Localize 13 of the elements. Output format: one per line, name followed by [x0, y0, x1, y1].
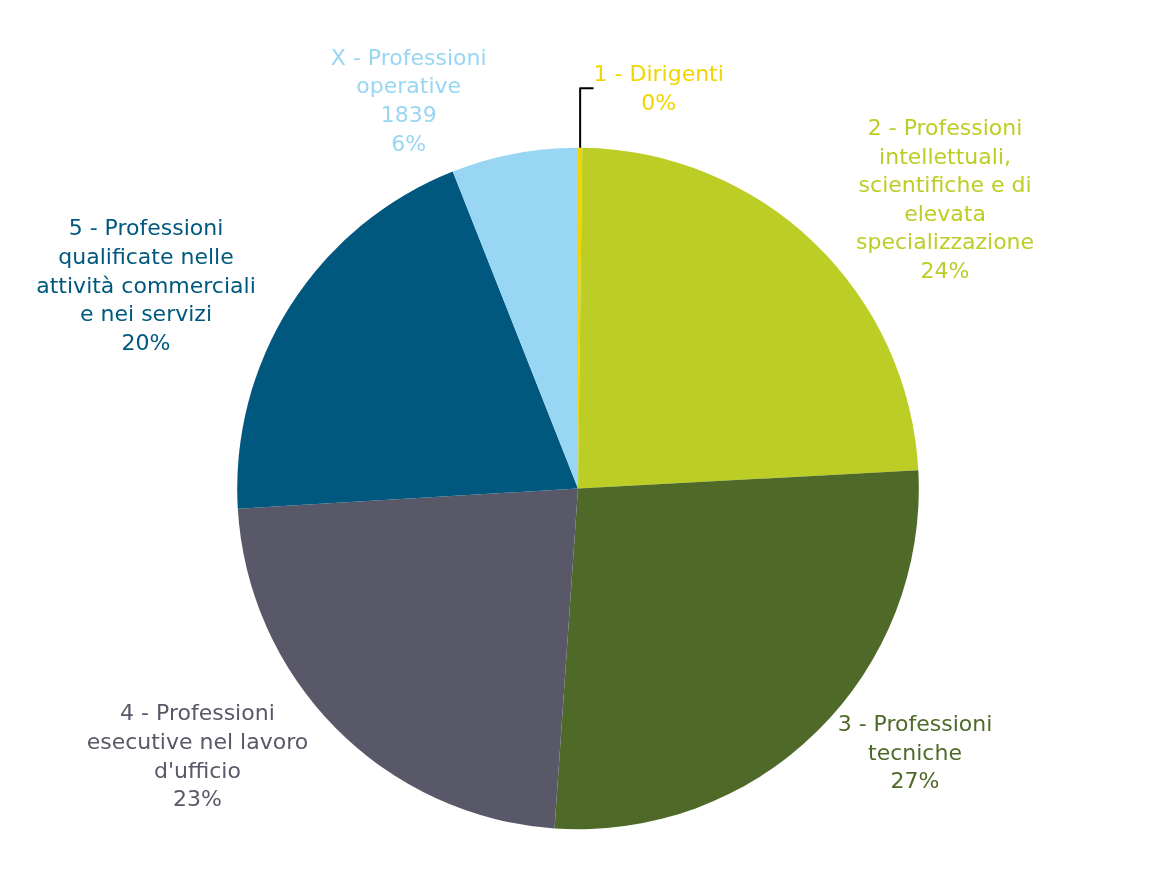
- data-label: 24%: [920, 257, 970, 283]
- data-label: 23%: [172, 786, 222, 812]
- slice-label: 2 - Professioni intellettuali, scientifiche e di elevata specializzazione: [856, 114, 1035, 255]
- data-label: 0%: [641, 89, 677, 115]
- slice-label: 4 - Professioni esecutive nel lavoro d'ufficio: [86, 700, 309, 783]
- pie-slice: [452, 147, 578, 489]
- data-label: 1839 6%: [380, 102, 437, 156]
- data-label: 27%: [890, 768, 940, 794]
- slice-label: 5 - Professioni qualificate nelle attività commerciali e nei servizi: [36, 215, 256, 327]
- data-label: 20%: [121, 329, 171, 355]
- slice-label: 1 - Dirigenti: [593, 61, 724, 87]
- slice-label: 3 - Professioni tecniche: [837, 711, 993, 765]
- slice-label: X - Professioni operative: [330, 44, 487, 99]
